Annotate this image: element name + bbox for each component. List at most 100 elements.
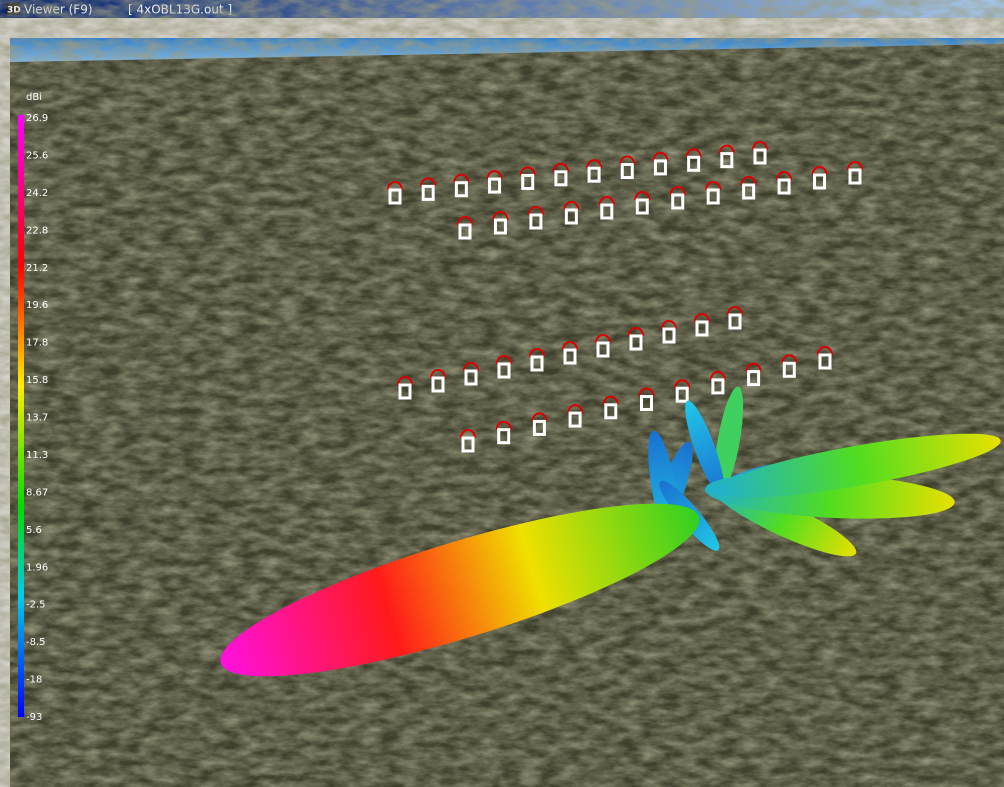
antenna-panel [600,203,614,220]
legend-label: 8.67 [26,487,48,498]
antenna [634,191,651,215]
legend-label: 25.6 [26,150,48,161]
antenna-panel [687,155,701,172]
antenna-panel [421,184,435,201]
antenna-pattern [718,144,735,154]
antenna-pattern [420,177,437,187]
antenna-panel [458,223,472,240]
antenna [619,155,636,180]
file-name: [ 4xOBL13G.out ] [128,3,232,17]
antenna-panel [813,173,827,190]
antenna [674,379,691,403]
legend-label: 21.2 [26,263,48,274]
antenna-pattern [492,211,509,221]
antenna [685,148,702,172]
antenna-pattern [397,376,413,386]
antenna-pattern [463,362,479,372]
antenna-pattern [634,191,651,201]
antenna [598,196,615,220]
antenna-pattern [781,354,798,364]
antenna-panel [671,193,685,210]
antenna-panel [563,348,577,365]
antenna-panel [388,188,402,205]
antenna [776,171,793,195]
antenna-pattern [486,170,503,180]
antenna-panel [728,313,742,330]
antenna [457,216,473,240]
antenna-panel [532,419,546,436]
antenna [529,348,545,372]
antenna [492,211,509,235]
antenna [563,201,580,225]
antenna-pattern [531,412,548,422]
antenna [669,186,686,210]
antenna-panel [848,168,862,185]
antenna-pattern [661,320,677,330]
antenna [817,346,833,370]
antenna [694,313,710,337]
antenna-panel [706,188,720,205]
antenna [527,206,544,230]
antenna-pattern [674,379,691,389]
antenna-panel [554,170,568,187]
antenna-panel [568,411,582,428]
antenna-pattern [527,206,544,216]
antenna-pattern [817,346,833,356]
legend-label: -8.5 [26,637,46,648]
legend-labels: 26.9 25.6 24.2 22.8 21.2 19.6 17.8 15.8 13.7 11.3… [26,113,48,723]
radiation-pattern [220,386,1001,677]
antenna-panel [640,395,653,411]
antenna-panel [596,341,610,358]
antenna-pattern [685,148,702,158]
antenna-panel [782,361,796,378]
antenna [661,320,677,344]
antenna [628,327,644,351]
color-scale [18,115,24,717]
antenna-panel [521,173,535,190]
antenna-panel [777,178,791,195]
antenna [460,429,476,453]
antenna [811,166,828,190]
antenna-panel [653,159,667,176]
legend-label: -2.5 [26,600,46,611]
legend-label: 13.7 [26,413,48,424]
icon-text: 3D [7,6,21,16]
antenna-pattern [529,348,545,358]
legend-label: 5.6 [26,525,42,536]
antenna-panel [711,378,725,395]
legend-label: -93 [26,712,42,723]
antenna-panel [587,166,601,183]
antenna-panel [742,183,756,200]
legend-unit: dBi [26,92,42,103]
antenna-panel [747,370,761,387]
antenna-panel [493,218,507,235]
antenna [727,306,743,330]
antenna-panel [720,152,734,169]
legend-label: 11.3 [26,450,48,461]
antenna [709,370,726,395]
antenna-panel [675,386,689,403]
antenna-pattern [563,201,580,211]
antenna-pattern [602,395,619,405]
antenna [567,404,584,428]
antenna-pattern [595,334,611,344]
antenna-pattern [638,387,655,397]
antenna-panel [564,208,578,225]
antenna [586,159,603,183]
antenna-pattern [387,181,403,191]
legend-label: 24.2 [26,188,48,199]
antenna [595,334,611,358]
antenna [397,376,413,400]
antenna [847,161,863,185]
antenna-pattern [694,313,710,323]
antenna-pattern [628,327,644,337]
title-bar [0,0,1004,18]
antenna-panel [635,198,649,215]
antenna-pattern [495,420,512,430]
antenna-pattern [619,155,636,165]
antenna-panel [461,436,475,453]
antenna-panel [753,148,767,165]
antenna-panel [818,353,832,370]
antenna-pattern [752,141,768,151]
